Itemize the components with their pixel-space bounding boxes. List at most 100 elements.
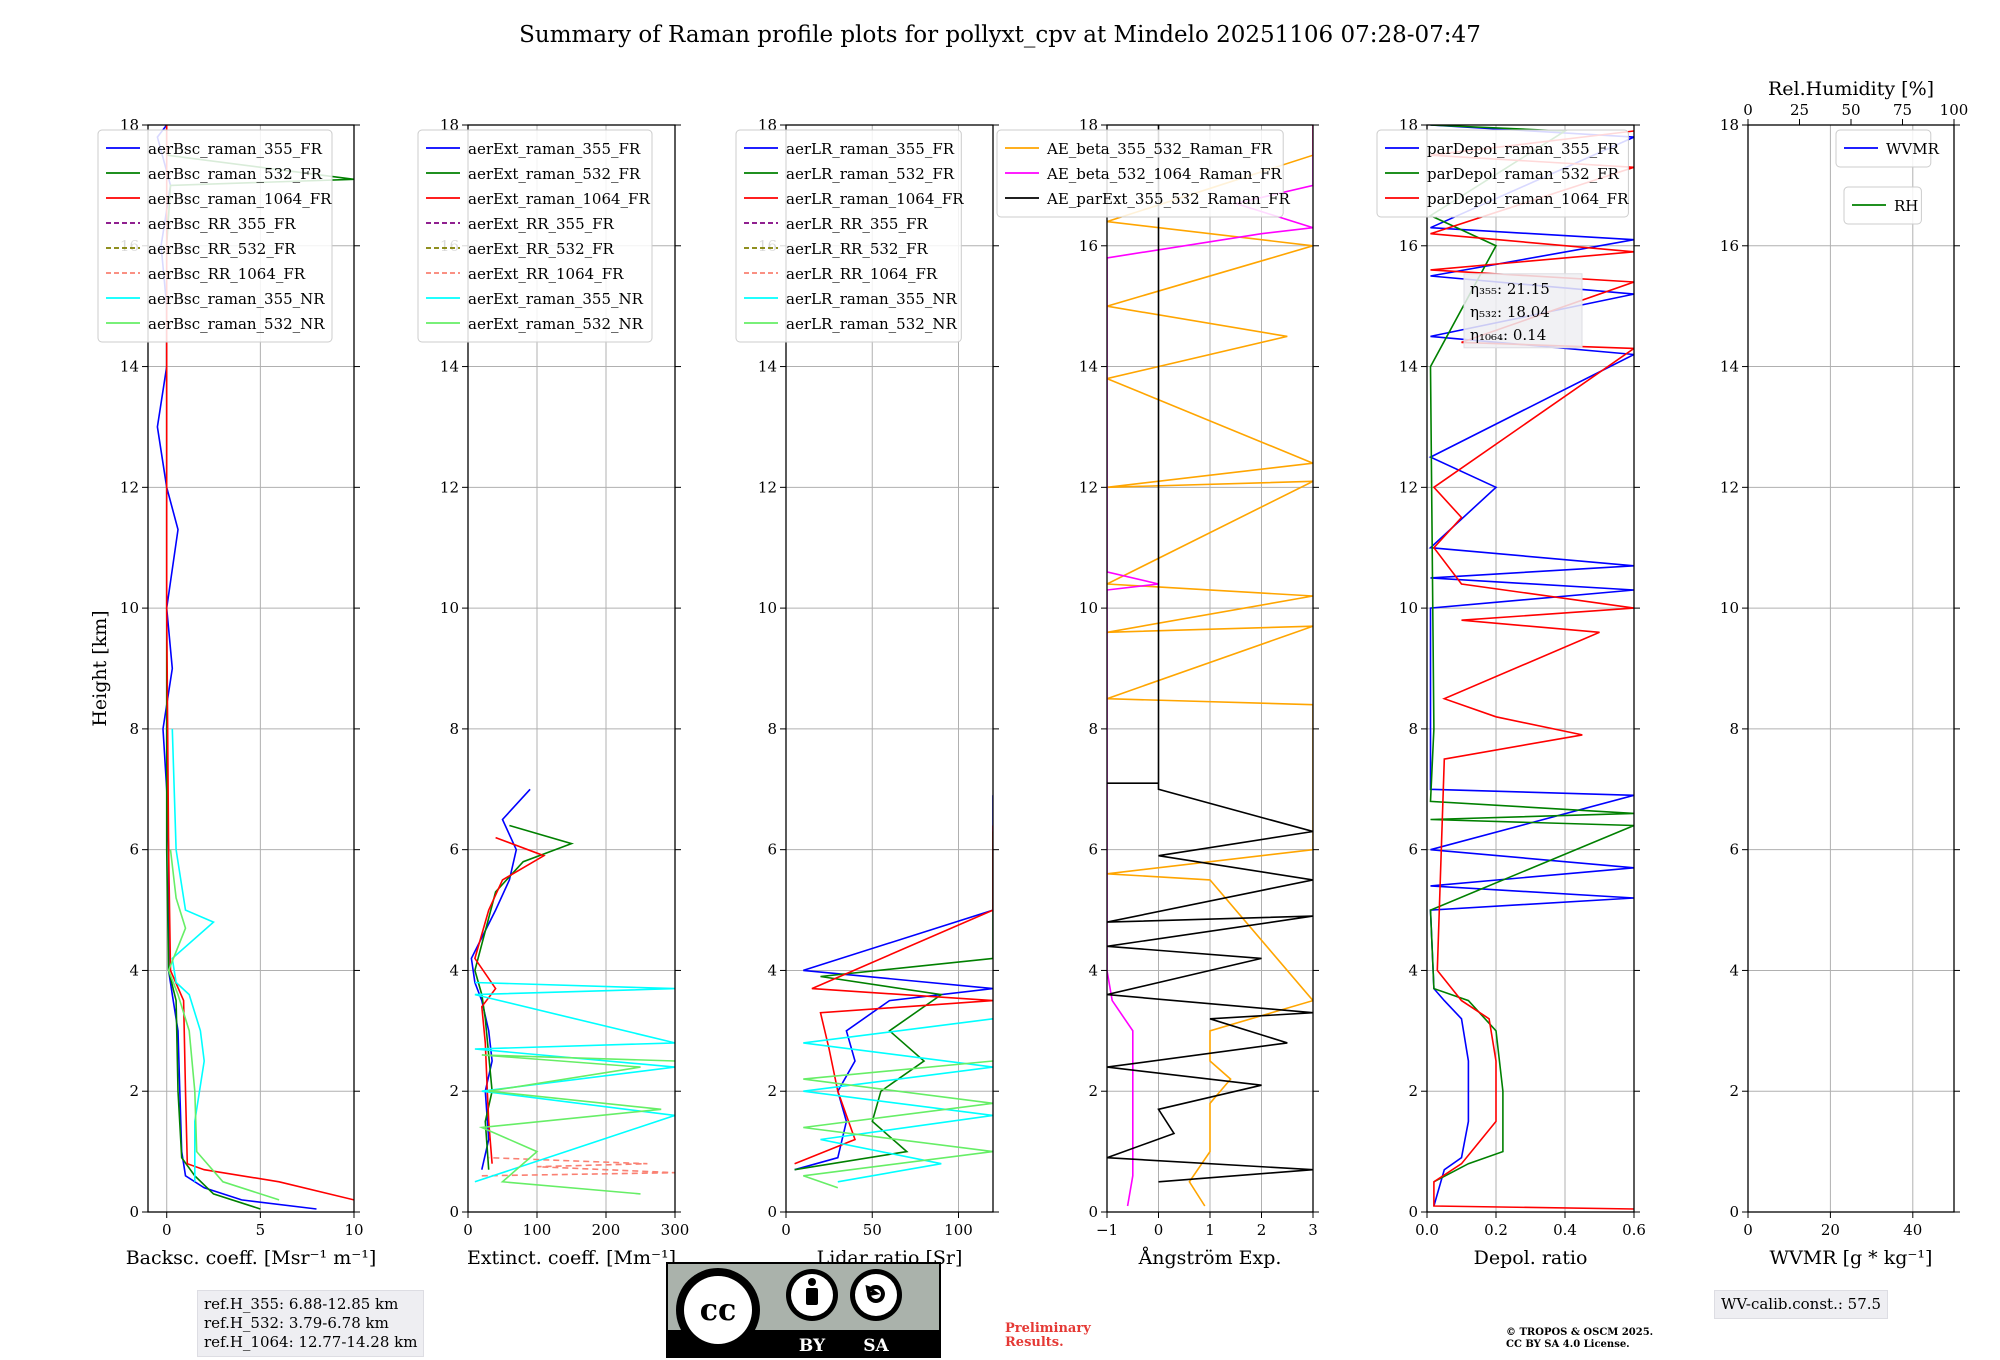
legend-entry: aerExt_raman_1064_FR: [468, 190, 650, 208]
y-tick-label: 6: [449, 841, 459, 859]
cc-text: cc: [700, 1293, 737, 1328]
y-tick-label: 10: [1720, 599, 1739, 617]
series-line-parDepol_raman_1064_FR: [1430, 130, 1634, 1210]
preliminary-line-1: Preliminary: [1005, 1321, 1091, 1336]
series-line-aerLR_raman_355_NR: [803, 1018, 993, 1183]
x-tick-label: 0.6: [1622, 1221, 1646, 1239]
y-tick-label: 0: [1729, 1203, 1739, 1221]
series-line-aerLR_raman_355_FR: [794, 795, 993, 1171]
x-tick-label: −1: [1096, 1221, 1118, 1239]
x-axis-label: WVMR [g * kg⁻¹]: [1770, 1247, 1933, 1269]
x-tick-label: 0.2: [1484, 1221, 1508, 1239]
y-tick-label: 8: [1408, 720, 1418, 738]
y-axis-label: Height [km]: [89, 610, 111, 726]
legend-entry: aerBsc_raman_355_FR: [148, 140, 323, 158]
legend-entry: aerBsc_raman_355_NR: [148, 290, 325, 308]
x-tick-label: 0.4: [1553, 1221, 1577, 1239]
wv-calib-const: WV-calib.const.: 57.5: [1721, 1295, 1882, 1313]
series-line-parDepol_raman_532_FR: [1428, 125, 1634, 1183]
ref-h-532: ref.H_532: 3.79-6.78 km: [204, 1314, 389, 1332]
y-tick-label: 6: [1408, 841, 1418, 859]
legend-entry: aerLR_RR_1064_FR: [786, 265, 938, 283]
y-tick-label: 14: [1399, 358, 1418, 376]
panel-lr: 024681012141618050100Lidar ratio [Sr]aer…: [735, 116, 999, 1269]
y-tick-label: 0: [449, 1203, 459, 1221]
y-tick-label: 10: [1079, 599, 1098, 617]
y-tick-label: 14: [758, 358, 777, 376]
y-tick-label: 8: [1088, 720, 1098, 738]
y-tick-label: 6: [129, 841, 139, 859]
legend-entry: aerLR_raman_355_NR: [786, 290, 957, 308]
series-line-parDepol_raman_355_FR: [1428, 125, 1634, 1207]
y-tick-label: 4: [1408, 961, 1418, 979]
x-tick-label: 100: [944, 1221, 973, 1239]
top-axis-label: Rel.Humidity [%]: [1768, 78, 1934, 100]
y-tick-label: 4: [767, 961, 777, 979]
legend-entry: aerBsc_RR_355_FR: [148, 215, 296, 233]
eta-value: η₁₀₆₄: 0.14: [1470, 326, 1546, 344]
legend-box: [996, 129, 1284, 218]
panel-ext: 0246810121416180100200300Extinct. coeff.…: [417, 116, 690, 1269]
legend-entry: aerExt_RR_1064_FR: [468, 265, 624, 283]
top-tick-label: 0: [1743, 101, 1753, 119]
series-line-aerLR_raman_532_NR: [803, 1060, 993, 1189]
series-line-aerLR_raman_532_FR: [794, 831, 993, 1171]
sa-text: SA: [863, 1336, 889, 1356]
y-tick-label: 8: [449, 720, 459, 738]
y-tick-label: 12: [1720, 478, 1739, 496]
legend-entry: aerLR_raman_355_FR: [786, 140, 955, 158]
eta-value: η₃₅₅: 21.15: [1470, 280, 1550, 298]
legend-entry: aerLR_RR_355_FR: [786, 215, 928, 233]
legend-entry: aerLR_raman_532_FR: [786, 165, 955, 183]
legend-entry: aerExt_raman_355_NR: [468, 290, 644, 308]
x-tick-label: 0: [463, 1221, 473, 1239]
legend-entry: aerBsc_RR_532_FR: [148, 240, 296, 258]
legend-entry: aerLR_raman_1064_FR: [786, 190, 964, 208]
y-tick-label: 2: [767, 1082, 777, 1100]
y-tick-label: 8: [767, 720, 777, 738]
preliminary-line-2: Results.: [1005, 1335, 1064, 1350]
top-tick-label: 50: [1841, 101, 1860, 119]
legend-box: [1376, 129, 1629, 218]
y-tick-label: 12: [1079, 478, 1098, 496]
legend-entry: aerExt_RR_355_FR: [468, 215, 615, 233]
legend-entry: aerBsc_raman_532_FR: [148, 165, 323, 183]
series-line-AE_beta_355_532_Raman_FR: [1107, 125, 1313, 1207]
legend-entry: aerBsc_raman_1064_FR: [148, 190, 332, 208]
axes-frame: [467, 124, 676, 1213]
series-line-aerExt_raman_355_FR: [470, 788, 531, 1170]
y-tick-label: 4: [449, 961, 459, 979]
series-line-aerExt_RR_1064_FR: [481, 1156, 675, 1177]
series-line-AE_parExt_355_532_Raman_FR: [1107, 125, 1313, 1183]
cc-by-sa-license-badge: cc BY SA: [666, 1262, 941, 1358]
x-tick-label: 2: [1257, 1221, 1267, 1239]
legend-entry: aerLR_RR_532_FR: [786, 240, 928, 258]
x-tick-label: 0: [162, 1221, 172, 1239]
top-tick-label: 75: [1893, 101, 1912, 119]
x-tick-label: 300: [661, 1221, 690, 1239]
panel-bsc: 0246810121416180510Backsc. coeff. [Msr⁻¹…: [89, 116, 376, 1269]
y-tick-label: 16: [1399, 237, 1418, 255]
eta-box: [1463, 273, 1583, 349]
y-tick-label: 2: [1088, 1082, 1098, 1100]
eta-value: η₅₃₂: 18.04: [1470, 303, 1550, 321]
legend-box: [97, 129, 333, 343]
by-text: BY: [799, 1336, 826, 1356]
legend-entry: aerExt_RR_532_FR: [468, 240, 615, 258]
series-line-aerLR_raman_1064_FR: [794, 825, 993, 1165]
series-line-aerBsc_raman_1064_FR: [165, 125, 354, 1201]
copyright-line-1: © TROPOS & OSCM 2025.: [1506, 1327, 1654, 1338]
preliminary-results-note: Preliminary Results.: [1005, 1322, 1091, 1350]
y-tick-label: 10: [1399, 599, 1418, 617]
legend-entry: WVMR: [1886, 140, 1940, 158]
x-axis-label: Extinct. coeff. [Mm⁻¹]: [467, 1247, 676, 1269]
copyright-note: © TROPOS & OSCM 2025. CC BY SA 4.0 Licen…: [1506, 1327, 1653, 1351]
legend-entry: aerExt_raman_532_NR: [468, 315, 644, 333]
legend-entry: parDepol_raman_355_FR: [1427, 140, 1620, 158]
x-tick-label: 0.0: [1415, 1221, 1439, 1239]
legend-rh-entry: RH: [1894, 197, 1918, 215]
y-tick-label: 2: [1408, 1082, 1418, 1100]
y-tick-label: 4: [1729, 961, 1739, 979]
x-tick-label: 0: [1154, 1221, 1164, 1239]
